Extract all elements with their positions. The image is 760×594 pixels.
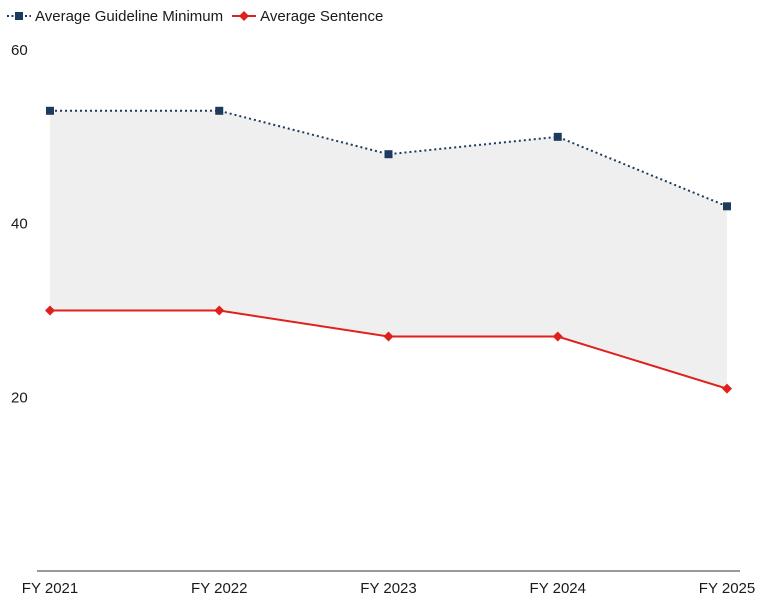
series-layer <box>45 106 732 394</box>
x-tick-label-fy-2021: FY 2021 <box>22 580 78 594</box>
shaded-gap-area-layer <box>50 110 727 389</box>
legend-solid-diamond-marker-icon <box>232 11 257 21</box>
x-tick-label-fy-2023: FY 2023 <box>360 580 416 594</box>
data-point-average-sentence-4 <box>722 383 732 394</box>
data-point-guideline-minimum-1 <box>215 106 224 115</box>
legend-item-average-sentence: Average Sentence <box>231 8 383 25</box>
data-point-guideline-minimum-0 <box>46 106 54 115</box>
x-tick-label-fy-2024: FY 2024 <box>530 580 586 594</box>
chart-legend: Average Guideline Minimum Average Senten… <box>6 5 391 27</box>
data-point-guideline-minimum-2 <box>384 150 393 159</box>
legend-item-guideline-minimum: Average Guideline Minimum <box>6 8 223 25</box>
data-point-guideline-minimum-4 <box>723 202 731 211</box>
y-tick-label-20: 20 <box>11 389 28 406</box>
legend-label-average-sentence: Average Sentence <box>260 7 384 25</box>
data-point-average-sentence-2 <box>383 331 394 342</box>
x-tick-label-fy-2022: FY 2022 <box>191 580 247 594</box>
data-point-average-sentence-0 <box>45 305 55 316</box>
series-line-0 <box>50 109 728 208</box>
y-tick-label-40: 40 <box>11 216 28 233</box>
data-point-average-sentence-1 <box>214 305 225 316</box>
x-tick-label-fy-2025: FY 2025 <box>699 580 755 594</box>
legend-dotted-square-marker-icon <box>7 12 31 20</box>
y-tick-label-60: 60 <box>11 42 28 59</box>
tick-label-layer: 20 40 60 FY 2021 FY 2022 FY 2023 FY 2024 FY 202… <box>11 42 755 594</box>
data-point-average-sentence-3 <box>552 331 563 342</box>
shaded-gap-area <box>50 110 727 389</box>
legend-label-guideline-minimum: Average Guideline Minimum <box>35 7 224 25</box>
data-point-guideline-minimum-3 <box>553 132 562 141</box>
